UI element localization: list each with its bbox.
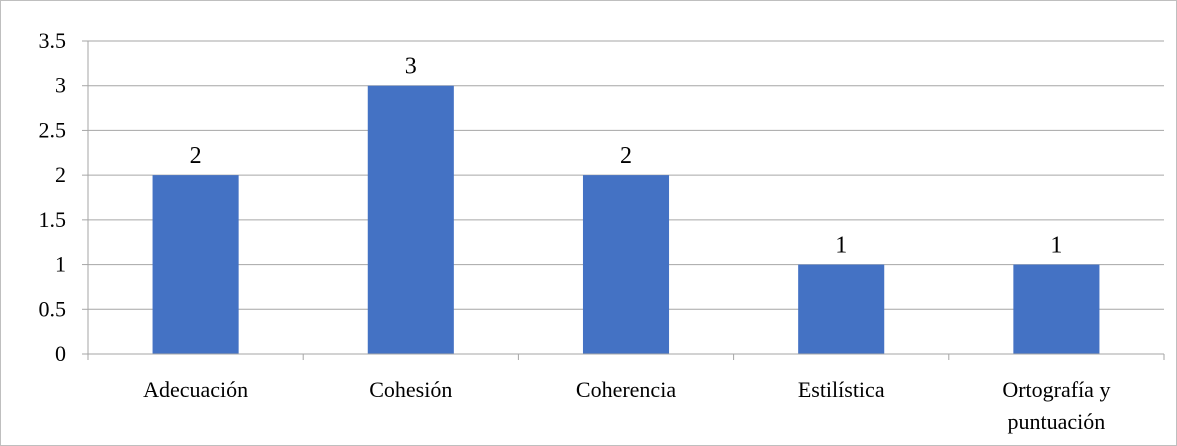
y-tick-label: 3.5 [39, 28, 67, 53]
labels: 0 0.5 1 1.5 2 2.5 3 3.5 2 Adecuación 3 Cohesión 2 Coh… [39, 28, 1111, 434]
bar [582, 175, 670, 354]
y-tick-label: 0.5 [39, 296, 67, 321]
x-category-label: Coherencia [576, 377, 676, 402]
y-tick-label: 2 [55, 162, 66, 187]
bar [152, 175, 239, 354]
bar [1013, 264, 1100, 354]
y-tick-label: 1.5 [39, 207, 67, 232]
bars [152, 85, 1100, 354]
y-tick-label: 1 [55, 252, 66, 277]
x-category-label: Ortografía y [1002, 377, 1110, 402]
y-tick-label: 2.5 [39, 117, 67, 142]
y-tick-label: 0 [55, 341, 66, 366]
data-label: 1 [1050, 233, 1062, 259]
bar [798, 264, 885, 354]
x-category-label: Estilística [798, 377, 885, 402]
axes [82, 40, 1165, 360]
y-tick-label: 3 [55, 73, 66, 98]
data-label: 1 [835, 233, 847, 259]
x-category-label: Adecuación [143, 377, 248, 402]
data-label: 3 [405, 54, 417, 80]
x-category-label: puntuación [1008, 409, 1106, 434]
bar [367, 85, 454, 354]
x-category-label: Cohesión [369, 377, 452, 402]
data-label: 2 [620, 143, 632, 169]
data-label: 2 [190, 143, 202, 169]
